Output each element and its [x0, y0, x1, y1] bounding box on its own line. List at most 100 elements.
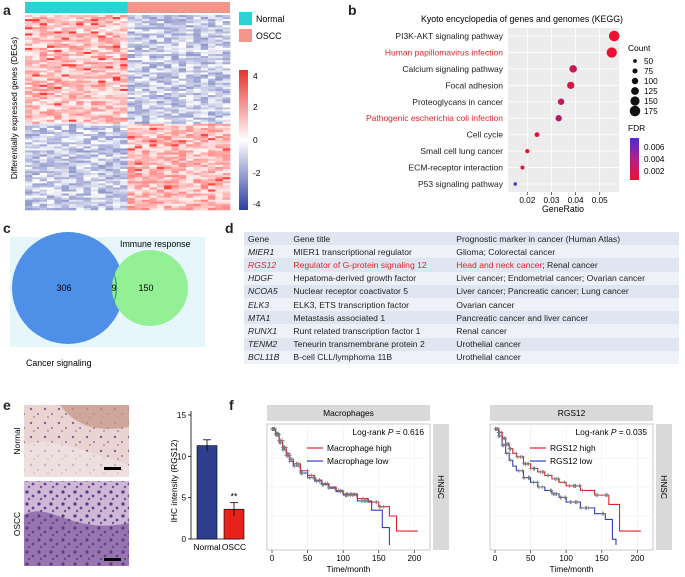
heatmap-cell [200, 76, 209, 79]
heatmap-cell [54, 193, 62, 196]
heatmap-cell [90, 29, 99, 32]
heatmap-cell [32, 127, 40, 131]
heatmap-cell [39, 121, 48, 125]
heatmap-cell [208, 162, 216, 166]
heatmap-cell [149, 33, 158, 36]
heatmap-cell [90, 17, 99, 20]
heatmap-cell [142, 99, 150, 102]
heatmap-cell [222, 31, 231, 34]
heatmap-cell [39, 136, 48, 139]
heatmap-cell [222, 164, 231, 168]
heatmap-cell [98, 179, 106, 182]
heatmap-cell [127, 101, 136, 104]
heatmap-cell [200, 60, 209, 63]
heatmap-cell [61, 23, 70, 26]
heatmap-cell [193, 86, 202, 90]
heatmap-cell [215, 195, 223, 198]
heatmap-cell [164, 105, 172, 108]
heatmap-cell [105, 121, 114, 125]
heatmap-cell [112, 45, 121, 49]
heatmap-cell [178, 88, 187, 92]
heatmap-cell [208, 119, 216, 123]
count-legend-label: 125 [644, 87, 658, 96]
heatmap-cell [61, 33, 70, 36]
heatmap-cell [200, 15, 209, 18]
heatmap-cell [32, 88, 40, 92]
heatmap-cell [208, 49, 216, 53]
heatmap-cell [105, 45, 114, 49]
heatmap-cell [83, 109, 92, 112]
heatmap-cell [127, 64, 136, 67]
heatmap-cell [127, 134, 136, 137]
heatmap-cell [68, 109, 77, 112]
heatmap-cell [186, 199, 194, 203]
heatmap-cell [149, 70, 158, 73]
heatmap-cell [105, 27, 114, 30]
heatmap-cell [164, 70, 172, 73]
heatmap-cell [25, 136, 33, 139]
heatmap-cell [32, 31, 40, 34]
heatmap-cell [68, 160, 77, 164]
heatmap-cell [105, 119, 114, 123]
heatmap-cell [61, 31, 70, 34]
heatmap-cell [83, 111, 92, 114]
heatmap-cell [171, 183, 180, 186]
gene-title-cell: MIER1 transcriptional regulator [289, 245, 453, 259]
heatmap-cell [90, 177, 99, 180]
heatmap-cell [186, 146, 194, 149]
heatmap-cell [127, 88, 136, 92]
heatmap-cell [39, 49, 48, 53]
heatmap-cell [120, 68, 128, 71]
heatmap-cell [46, 33, 55, 36]
heatmap-cell [76, 144, 84, 147]
heatmap-cell [112, 58, 121, 61]
heatmap-cell [178, 45, 187, 49]
heatmap-cell [127, 205, 136, 209]
heatmap-cell [83, 207, 92, 211]
heatmap-cell [127, 97, 136, 100]
heatmap-cell [83, 129, 92, 133]
heatmap-cell [200, 183, 209, 186]
heatmap-cell [142, 173, 150, 176]
heatmap-cell [105, 76, 114, 79]
heatmap-cell [98, 142, 106, 145]
heatmap-cell [134, 31, 143, 34]
heatmap-cell [76, 154, 84, 157]
heatmap-cell [186, 56, 194, 59]
heatmap-cell [25, 158, 33, 162]
heatmap-cell [54, 101, 62, 104]
heatmap-cell [105, 33, 114, 36]
heatmap-cell [171, 49, 180, 53]
heatmap-cell [186, 86, 194, 90]
colorbar-tick: 2 [253, 102, 258, 112]
heatmap-cell [156, 119, 165, 123]
heatmap-cell [68, 76, 77, 79]
heatmap-cell [149, 177, 158, 180]
heatmap-cell [39, 64, 48, 67]
heatmap-cell [186, 168, 194, 172]
heatmap-cell [25, 179, 33, 182]
heatmap-cell [90, 146, 99, 149]
heatmap-cell [178, 62, 187, 65]
heatmap-cell [61, 21, 70, 24]
heatmap-cell [54, 127, 62, 131]
heatmap-cell [200, 95, 209, 98]
heatmap-cell [32, 160, 40, 164]
heatmap-cell [178, 90, 187, 94]
heatmap-cell [193, 160, 202, 164]
heatmap-cell [208, 154, 216, 157]
heatmap-cell [83, 33, 92, 36]
heatmap-cell [46, 31, 55, 34]
heatmap-cell [98, 177, 106, 180]
heatmap-cell [76, 105, 84, 108]
heatmap-cell [178, 76, 187, 79]
km-censor [580, 488, 585, 493]
heatmap-cell [32, 68, 40, 71]
heatmap-cell [98, 72, 106, 75]
heatmap-cell [142, 164, 150, 168]
heatmap-cell [54, 203, 62, 207]
heatmap-cell [193, 129, 202, 133]
heatmap-cell [171, 127, 180, 131]
heatmap-cell [61, 51, 70, 55]
heatmap-cell [39, 199, 48, 203]
